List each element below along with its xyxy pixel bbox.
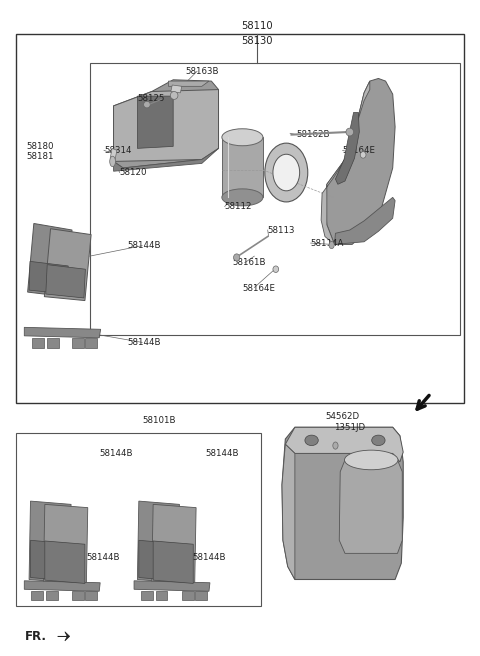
Text: 58180: 58180 [26, 142, 54, 151]
Polygon shape [321, 81, 370, 245]
Text: 58144B: 58144B [128, 338, 161, 347]
Text: 58113: 58113 [268, 226, 295, 234]
Polygon shape [171, 85, 182, 93]
Polygon shape [47, 338, 59, 348]
Polygon shape [339, 460, 402, 554]
Polygon shape [72, 590, 84, 600]
Polygon shape [29, 501, 71, 583]
Polygon shape [336, 112, 360, 184]
Polygon shape [168, 81, 209, 87]
Bar [90, 64, 459, 335]
Text: 58164E: 58164E [242, 284, 276, 293]
Ellipse shape [305, 435, 318, 445]
Ellipse shape [372, 435, 385, 445]
Text: 58110: 58110 [241, 21, 273, 31]
Polygon shape [85, 338, 97, 348]
Ellipse shape [144, 101, 150, 108]
Ellipse shape [333, 442, 338, 449]
Text: 58101B: 58101B [142, 417, 176, 425]
Ellipse shape [329, 241, 334, 249]
Polygon shape [137, 96, 173, 148]
Polygon shape [285, 427, 403, 462]
Polygon shape [152, 504, 196, 586]
Polygon shape [32, 590, 43, 600]
Polygon shape [24, 327, 101, 338]
Polygon shape [43, 504, 88, 586]
Text: 58161B: 58161B [233, 258, 266, 267]
Ellipse shape [345, 450, 398, 470]
Ellipse shape [273, 266, 279, 272]
Text: 58144B: 58144B [192, 554, 226, 562]
Ellipse shape [265, 143, 308, 202]
Polygon shape [24, 581, 100, 591]
Polygon shape [33, 338, 44, 348]
Polygon shape [114, 148, 218, 171]
Text: 58114A: 58114A [311, 239, 344, 247]
Text: 58163B: 58163B [185, 67, 218, 76]
Text: 58125: 58125 [137, 94, 165, 102]
Polygon shape [114, 90, 218, 161]
Polygon shape [222, 137, 263, 197]
Text: FR.: FR. [25, 630, 47, 643]
Polygon shape [325, 79, 395, 245]
Bar [16, 432, 262, 605]
Polygon shape [29, 261, 68, 294]
Polygon shape [282, 444, 295, 579]
Polygon shape [139, 541, 177, 581]
Ellipse shape [234, 254, 240, 261]
Polygon shape [58, 632, 70, 641]
Polygon shape [282, 427, 403, 579]
Ellipse shape [346, 128, 354, 136]
Polygon shape [110, 148, 117, 160]
Text: 54562D: 54562D [325, 412, 359, 420]
Ellipse shape [222, 189, 263, 206]
Polygon shape [85, 590, 97, 600]
Ellipse shape [222, 129, 263, 146]
Ellipse shape [273, 154, 300, 191]
Text: 58162B: 58162B [296, 130, 330, 139]
Polygon shape [45, 541, 85, 583]
Text: 1351JD: 1351JD [335, 422, 366, 432]
Text: 58144B: 58144B [205, 449, 239, 458]
Text: 58120: 58120 [120, 168, 147, 177]
Polygon shape [114, 80, 218, 168]
Polygon shape [137, 501, 180, 583]
Text: 58164E: 58164E [343, 146, 376, 155]
Text: 58314: 58314 [104, 146, 132, 155]
Text: 58144B: 58144B [86, 554, 120, 562]
Polygon shape [153, 541, 193, 583]
Polygon shape [195, 590, 206, 600]
Polygon shape [335, 197, 395, 245]
Polygon shape [134, 581, 210, 591]
Polygon shape [182, 590, 194, 600]
Text: 58144B: 58144B [128, 241, 161, 250]
Polygon shape [46, 590, 58, 600]
Polygon shape [46, 264, 85, 298]
Ellipse shape [170, 92, 178, 99]
Polygon shape [44, 229, 91, 300]
Text: 58181: 58181 [26, 152, 54, 161]
Polygon shape [141, 590, 153, 600]
Polygon shape [156, 590, 168, 600]
Bar [16, 34, 464, 403]
Text: 58144B: 58144B [99, 449, 132, 458]
Text: 58112: 58112 [225, 202, 252, 211]
Text: 58130: 58130 [241, 35, 273, 45]
Ellipse shape [360, 152, 366, 158]
Polygon shape [72, 338, 84, 348]
Ellipse shape [110, 156, 116, 167]
Polygon shape [28, 224, 72, 297]
Polygon shape [31, 541, 68, 581]
